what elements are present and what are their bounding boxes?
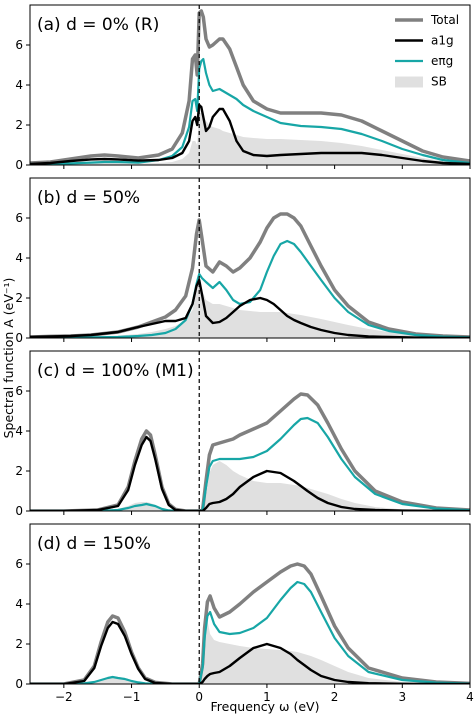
panel-label: (a) d = 0% (R) [37,15,159,35]
eg-line [30,580,470,684]
sb-area [30,612,470,684]
legend-label-total: Total [430,13,459,27]
eg-line [30,57,470,165]
y-tick-label: 4 [15,78,23,92]
total-line [30,392,470,511]
panel-2-plot-area [30,212,470,338]
panel-3: 0 2 4 6 (c) d = 100% (M1) [15,350,471,518]
a1g-line [30,435,470,511]
panel-label: (c) d = 100% (M1) [37,361,194,381]
panel-3-plot-area [30,392,470,511]
x-tick-label: −2 [55,690,73,704]
y-tick-label: 0 [15,504,23,518]
panel-1-plot-area [30,9,470,165]
a1g-line [30,103,470,165]
y-tick-label: 6 [15,384,23,398]
total-line [30,9,470,165]
y-tick-label: 4 [15,597,23,611]
x-tick-label: 0 [195,690,203,704]
panel-4: 0 2 4 6 −2 −1 0 1 2 3 4 (d) d = 150% [15,523,474,704]
x-tick-label: 2 [331,690,339,704]
panel-label: (d) d = 150% [37,534,151,554]
y-axis-title: Spectral function A (eV⁻¹) [1,278,16,439]
y-tick-label: 4 [15,424,23,438]
sb-area [30,282,470,338]
x-tick-label: 3 [398,690,406,704]
y-tick-label: 6 [15,38,23,52]
y-tick-label: 6 [15,557,23,571]
legend-label-sb: SB [431,75,447,89]
y-tick-label: 2 [15,637,23,651]
legend-label-a1g: a1g [431,34,454,48]
y-tick-label: 4 [15,251,23,265]
panel-label: (b) d = 50% [37,188,140,208]
x-tick-label: 4 [466,690,474,704]
legend-swatch-sb [395,76,423,88]
y-tick-label: 0 [15,677,23,691]
y-tick-label: 0 [15,331,23,345]
y-tick-label: 0 [15,158,23,172]
total-line [30,562,470,684]
eg-line [30,416,470,511]
sb-area [30,461,470,511]
a1g-line [30,620,470,684]
panel-2: 0 2 4 6 (b) d = 50% [15,177,471,345]
x-axis-title: Frequency ω (eV) [211,699,320,714]
a1g-line [30,278,470,338]
legend-label-eg: eπg [431,54,453,68]
y-tick-label: 6 [15,211,23,225]
y-tick-label: 2 [15,118,23,132]
legend: Total a1g eπg SB [395,13,459,89]
y-tick-label: 2 [15,291,23,305]
total-line [30,212,470,338]
y-tick-label: 2 [15,464,23,478]
x-tick-label: 1 [263,690,271,704]
eg-line [30,239,470,338]
panel-1: 0 2 4 6 (a) d = 0% (R) [15,4,471,172]
panel-4-plot-area [30,562,470,684]
x-tick-label: −1 [123,690,141,704]
